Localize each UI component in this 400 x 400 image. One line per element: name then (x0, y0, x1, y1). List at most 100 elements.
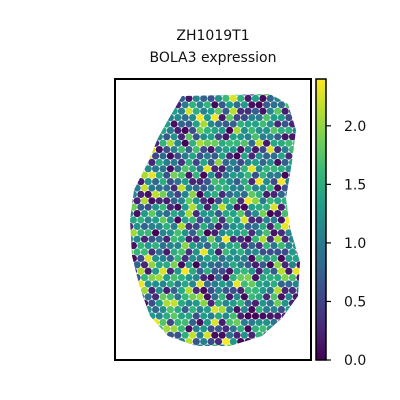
spot-point (274, 184, 282, 192)
spot-point (222, 286, 230, 294)
spot-point (300, 255, 307, 262)
spot-point (281, 261, 289, 269)
spot-point (203, 242, 211, 250)
spot-point (240, 126, 248, 134)
spot-point (174, 101, 182, 109)
spot-point (237, 338, 245, 346)
spot-point (229, 325, 237, 333)
spot-point (237, 248, 245, 256)
spot-point (237, 120, 245, 128)
spot-point (144, 216, 152, 224)
spot-point (122, 332, 129, 339)
spot-point (207, 274, 215, 282)
spot-point (203, 203, 211, 211)
spot-point (292, 178, 300, 186)
spot-point (300, 88, 307, 95)
spot-point (130, 197, 134, 205)
spot-point (192, 184, 200, 192)
spot-point (203, 178, 211, 186)
spot-point (222, 120, 230, 128)
spot-point (292, 101, 300, 109)
spot-point (170, 299, 178, 307)
spot-point (274, 210, 282, 218)
spot-point (270, 242, 278, 250)
spot-point (229, 146, 237, 154)
spot-point (137, 280, 145, 288)
spot-point (133, 299, 141, 307)
spot-point (214, 325, 223, 333)
spot-point (133, 171, 141, 179)
spot-point (263, 229, 271, 237)
spot-point (281, 146, 289, 154)
spot-point (255, 267, 263, 275)
spot-point (211, 344, 219, 346)
spot-point (251, 120, 260, 128)
spot-point (222, 248, 230, 256)
spot-point (248, 318, 256, 326)
spot-point (174, 216, 182, 224)
spot-point (270, 94, 278, 96)
spot-point (200, 107, 208, 115)
spot-point (130, 286, 134, 294)
spot-point (133, 261, 141, 269)
spot-point (285, 216, 293, 224)
spot-point (140, 274, 149, 282)
spot-point (177, 235, 186, 243)
spot-point (130, 203, 137, 211)
spot-point (200, 312, 208, 320)
spot-point (300, 268, 307, 275)
spot-point (170, 248, 178, 256)
spot-point (263, 216, 271, 224)
spot-point (181, 331, 189, 339)
spot-point (240, 216, 248, 224)
spot-point (166, 254, 174, 262)
spot-point (274, 146, 282, 154)
spot-point (259, 286, 267, 294)
spot-point (181, 203, 189, 211)
spot-point (270, 126, 278, 134)
spot-point (185, 222, 193, 230)
spot-point (214, 338, 223, 346)
spot-point (300, 229, 307, 236)
spot-point (292, 254, 300, 262)
spot-point (122, 204, 129, 211)
spot-point (214, 210, 223, 218)
spot-point (122, 344, 129, 351)
spot-point (263, 165, 271, 173)
spot-point (130, 299, 134, 307)
spot-point (270, 229, 278, 237)
spot-point (207, 261, 215, 269)
spot-point (196, 101, 204, 109)
spot-point (296, 248, 300, 256)
spot-point (155, 158, 163, 166)
spot-point (281, 120, 289, 128)
spot-point (185, 338, 193, 346)
spot-point (248, 152, 256, 160)
spot-point (137, 293, 145, 301)
spot-point (263, 114, 271, 122)
spot-point (251, 286, 260, 294)
spot-point (218, 331, 226, 339)
spot-point (192, 235, 200, 243)
spot-point (288, 133, 297, 141)
spot-point (159, 229, 167, 237)
spot-point (266, 338, 274, 346)
spot-point (174, 306, 182, 314)
colorbar-tick-label: 0.5 (344, 294, 366, 310)
spot-point (207, 325, 215, 333)
spot-point (296, 338, 300, 346)
spot-point (277, 318, 285, 326)
spot-point (263, 280, 271, 288)
colorbar-tick-label: 0.0 (344, 353, 366, 369)
spot-point (266, 171, 274, 179)
spot-point (122, 178, 129, 185)
spot-point (130, 248, 134, 256)
spot-point (159, 344, 167, 346)
spot-point (192, 325, 200, 333)
spot-point (148, 120, 156, 128)
spot-point (259, 146, 267, 154)
spot-point (248, 267, 256, 275)
spot-point (166, 229, 174, 237)
spot-point (148, 197, 156, 205)
spot-point (226, 267, 234, 275)
